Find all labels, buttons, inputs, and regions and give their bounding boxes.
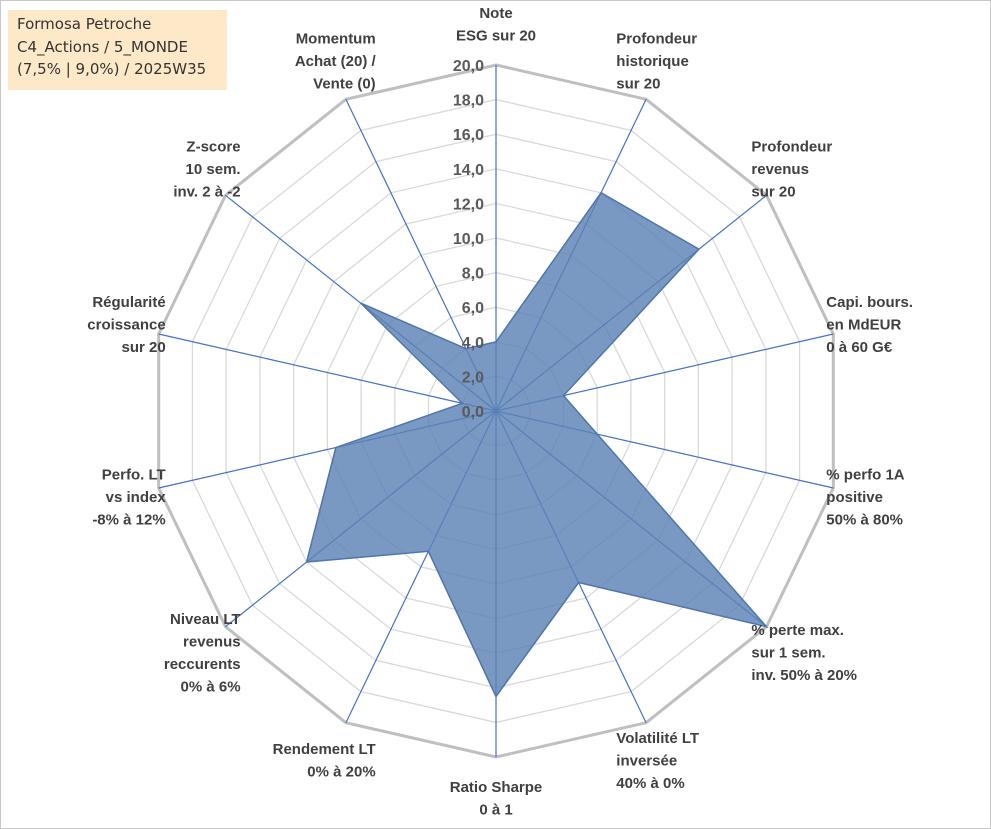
axis-label-13: Z-score 10 sem. inv. 2 à -2 bbox=[173, 138, 240, 200]
axis-label-10: Niveau LT revenus reccurents 0% à 6% bbox=[164, 611, 241, 696]
tick-label: 6,0 bbox=[462, 300, 484, 317]
axis-label-2: Profondeur historique sur 20 bbox=[616, 31, 697, 93]
axis-label-line: Profondeur bbox=[751, 138, 832, 155]
series-area bbox=[305, 191, 769, 698]
spoke-12 bbox=[158, 333, 497, 412]
axis-label-line: ESG sur 20 bbox=[456, 28, 536, 45]
axis-label-line: 10 sem. bbox=[186, 161, 241, 178]
axis-label-line: % perfo 1A bbox=[826, 467, 905, 484]
axis-label-7: Volatilité LT inversée 40% à 0% bbox=[616, 730, 699, 792]
axis-label-line: Volatilité LT bbox=[616, 730, 699, 747]
info-line-category: C4_Actions / 5_MONDE bbox=[17, 37, 188, 56]
tick-labels-layer: 0,0 2,0 4,0 6,0 8,0 10,0 12,0 14,0 16,0 18,0 20,0 bbox=[453, 58, 484, 421]
axis-label-line: -8% à 12% bbox=[92, 512, 165, 529]
axis-label-line: croissance bbox=[87, 316, 165, 333]
tick-label: 12,0 bbox=[453, 196, 484, 213]
axis-label-line: 0% à 20% bbox=[307, 764, 375, 781]
axis-label-5: % perfo 1A positive 50% à 80% bbox=[826, 467, 905, 529]
axis-label-line: Régularité bbox=[92, 294, 165, 311]
axis-label-11: Perfo. LT vs index -8% à 12% bbox=[92, 467, 166, 529]
axis-label-12: Régularité croissance sur 20 bbox=[87, 294, 165, 356]
axis-label-9: Rendement LT 0% à 20% bbox=[273, 741, 376, 781]
axis-label-line: Perfo. LT bbox=[102, 467, 166, 484]
axis-label-line: % perte max. bbox=[751, 622, 844, 639]
axis-label-line: Niveau LT bbox=[170, 611, 241, 628]
axis-label-line: inversée bbox=[616, 752, 677, 769]
axis-label-line: historique bbox=[616, 53, 689, 70]
axis-label-4: Capi. bours. en MdEUR 0 à 60 G€ bbox=[826, 294, 913, 356]
tick-label: 20,0 bbox=[453, 58, 484, 75]
axis-label-line: Profondeur bbox=[616, 31, 697, 48]
tick-label: 0,0 bbox=[462, 404, 484, 421]
axis-label-line: inv. 2 à -2 bbox=[173, 183, 240, 200]
axis-label-line: reccurents bbox=[164, 656, 241, 673]
axis-label-line: Momentum bbox=[296, 31, 376, 48]
axis-label-line: Capi. bours. bbox=[826, 294, 913, 311]
axis-label-8: Ratio Sharpe 0 à 1 bbox=[450, 779, 543, 819]
axis-label-line: sur 20 bbox=[616, 76, 660, 93]
axis-label-line: inv. 50% à 20% bbox=[751, 667, 857, 684]
axis-label-14: Momentum Achat (20) / Vente (0) bbox=[295, 31, 377, 93]
axis-label-line: sur 1 sem. bbox=[751, 645, 825, 662]
axis-label-line: 50% à 80% bbox=[826, 512, 903, 529]
axis-label-3: Profondeur revenus sur 20 bbox=[751, 138, 832, 200]
axis-label-line: vs index bbox=[106, 489, 167, 506]
axis-label-6: % perte max. sur 1 sem. inv. 50% à 20% bbox=[751, 622, 857, 684]
axis-label-line: Vente (0) bbox=[313, 76, 376, 93]
axis-label-1: Note ESG sur 20 bbox=[456, 5, 536, 45]
info-line-params: (7,5% | 9,0%) / 2025W35 bbox=[17, 60, 207, 78]
series-layer bbox=[305, 191, 769, 698]
tick-label: 14,0 bbox=[453, 162, 484, 179]
tick-label: 4,0 bbox=[462, 335, 484, 352]
axis-label-line: sur 20 bbox=[121, 339, 165, 356]
tick-label: 8,0 bbox=[462, 266, 484, 283]
axis-label-line: Ratio Sharpe bbox=[450, 779, 543, 796]
axis-label-line: en MdEUR bbox=[826, 316, 901, 333]
info-line-name: Formosa Petroche bbox=[17, 15, 152, 33]
axis-label-line: revenus bbox=[751, 161, 809, 178]
info-box: Formosa Petroche C4_Actions / 5_MONDE (7… bbox=[8, 10, 227, 90]
axis-label-line: 0 à 1 bbox=[479, 802, 512, 819]
tick-label: 18,0 bbox=[453, 93, 484, 110]
axis-labels-layer: Note ESG sur 20 Profondeur historique sur 20… bbox=[87, 5, 913, 819]
axis-label-line: sur 20 bbox=[751, 183, 795, 200]
axis-label-line: 40% à 0% bbox=[616, 775, 684, 792]
axis-label-line: Achat (20) / bbox=[295, 53, 377, 70]
axis-label-line: Note bbox=[479, 5, 512, 22]
axis-label-line: positive bbox=[826, 489, 883, 506]
tick-label: 16,0 bbox=[453, 127, 484, 144]
axis-label-line: revenus bbox=[183, 633, 241, 650]
tick-label: 10,0 bbox=[453, 231, 484, 248]
tick-label: 2,0 bbox=[462, 369, 484, 386]
axis-label-line: 0% à 6% bbox=[181, 678, 241, 695]
axis-label-line: 0 à 60 G€ bbox=[826, 339, 893, 356]
axis-label-line: Rendement LT bbox=[273, 741, 376, 758]
axis-label-line: Z-score bbox=[186, 138, 240, 155]
